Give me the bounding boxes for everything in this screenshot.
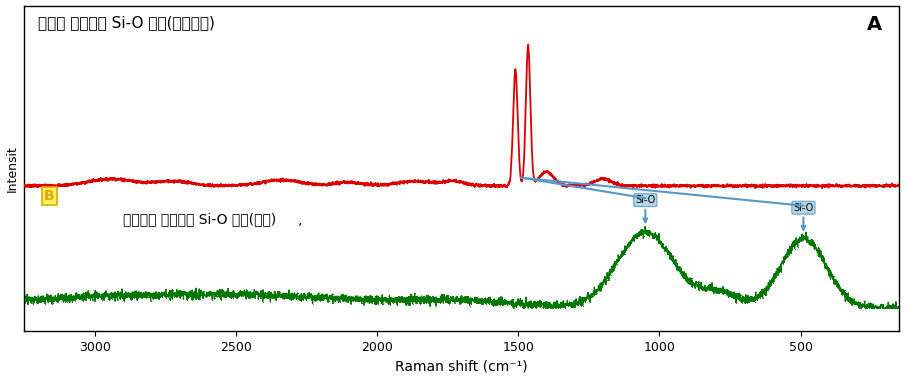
Text: 결정형 실리카의 Si-O 피크(날카로움): 결정형 실리카의 Si-O 피크(날카로움) [38,15,215,30]
Text: A: A [867,15,882,34]
X-axis label: Raman shift (cm⁻¹): Raman shift (cm⁻¹) [395,359,529,373]
Text: B: B [43,189,54,203]
Text: Si-O: Si-O [794,203,814,230]
Y-axis label: Intensit: Intensit [5,145,19,192]
Text: Si-O: Si-O [635,195,655,222]
Text: 비결정형 실리카의 Si-O 피크(넓음)     ,: 비결정형 실리카의 Si-O 피크(넓음) , [123,213,302,227]
